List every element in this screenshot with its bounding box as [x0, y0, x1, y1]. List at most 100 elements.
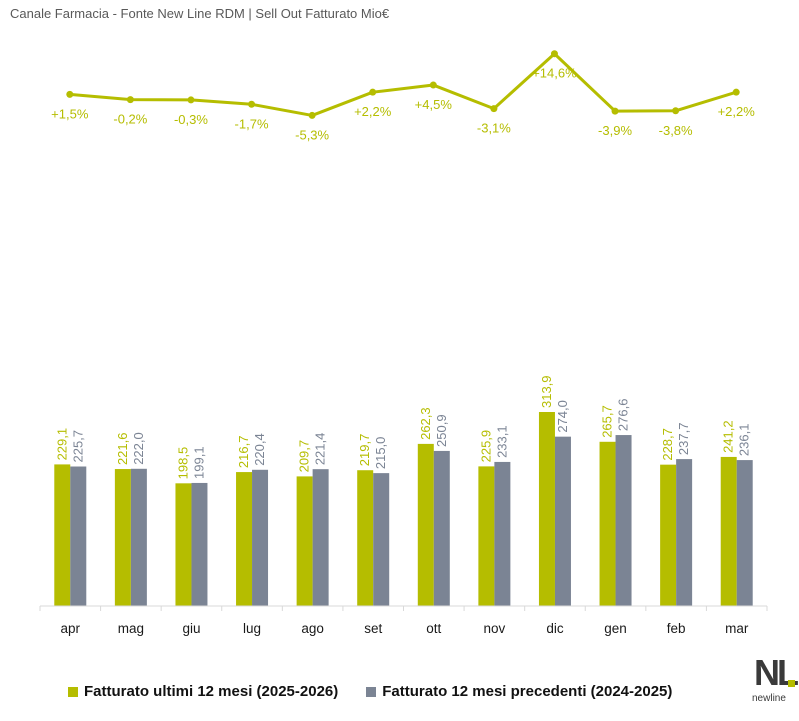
growth-point [248, 100, 256, 108]
bar-previous [554, 436, 571, 606]
growth-label: +1,5% [51, 106, 89, 121]
bar-current [478, 466, 495, 606]
bar-label-previous: 233,1 [494, 425, 509, 458]
bar-label-previous: 221,4 [313, 433, 328, 466]
growth-point [308, 111, 316, 119]
growth-label: -5,3% [295, 127, 329, 142]
bar-current [660, 464, 677, 606]
legend-swatch-current [68, 686, 78, 697]
bar-current [296, 476, 313, 606]
bar-previous [736, 460, 753, 606]
bar-group [54, 412, 753, 606]
bar-label-current: 228,7 [660, 428, 675, 461]
newline-logo: NL newline [752, 655, 799, 711]
growth-label: -3,8% [659, 123, 693, 138]
x-axis-ticks [39, 606, 768, 611]
category-label: mag [118, 621, 144, 636]
bar-label-current: 209,7 [297, 440, 312, 473]
category-label: mar [725, 621, 749, 636]
bar-label-previous: 225,7 [70, 430, 85, 463]
growth-point [126, 96, 134, 104]
growth-label: -0,2% [113, 112, 147, 127]
bar-label-current: 198,5 [175, 447, 190, 480]
bar-label-current: 221,6 [115, 432, 130, 465]
legend: Fatturato ultimi 12 mesi (2025-2026) Fat… [68, 683, 672, 700]
category-label: giu [182, 621, 200, 636]
growth-label-group: +1,5% -0,2% -0,3% -1,7% -5,3% +2,2% +4,5% -3,1%… [51, 66, 755, 143]
growth-label: +4,5% [415, 97, 453, 112]
bar-label-group: 229,1 225,7 221,6 222,0 198,5 199,1 216,7 220,4… [54, 375, 751, 479]
growth-line-group [66, 50, 740, 119]
legend-swatch-previous [366, 686, 377, 697]
category-label: ago [301, 621, 324, 636]
bar-current [54, 464, 71, 606]
bar-label-current: 262,3 [418, 407, 433, 440]
bar-previous [191, 482, 208, 606]
growth-point [490, 105, 498, 113]
bar-label-current: 265,7 [600, 405, 615, 438]
bar-previous [252, 469, 269, 606]
logo-dot [788, 680, 795, 687]
bar-previous [433, 450, 450, 606]
bar-label-previous: 222,0 [131, 432, 146, 465]
category-label: ott [426, 621, 441, 636]
growth-point [550, 50, 558, 58]
bar-label-previous: 220,4 [252, 433, 267, 466]
growth-point [187, 96, 195, 104]
bar-current [236, 472, 253, 606]
bar-current [417, 443, 434, 606]
bar-current [599, 441, 616, 606]
category-label: feb [667, 621, 686, 636]
bar-previous [70, 466, 87, 606]
bar-label-current: 313,9 [539, 375, 554, 408]
growth-label: +2,2% [354, 104, 392, 119]
category-label: nov [483, 621, 505, 636]
bar-previous [494, 461, 511, 606]
bar-label-previous: 250,9 [434, 414, 449, 447]
growth-label: -3,9% [598, 123, 632, 138]
growth-point [672, 107, 680, 115]
bar-label-previous: 274,0 [555, 400, 570, 433]
category-label: lug [243, 621, 261, 636]
bar-label-previous: 276,6 [616, 399, 631, 432]
bar-label-current: 225,9 [478, 430, 493, 463]
bar-current [175, 483, 192, 606]
category-label: set [364, 621, 382, 636]
growth-point [611, 107, 619, 115]
bar-label-current: 229,1 [54, 428, 69, 461]
category-labels: apr mag giu lug ago set ott nov dic gen feb mar [61, 621, 749, 636]
bar-current [357, 470, 374, 606]
logo-wordmark: newline [752, 693, 786, 704]
growth-label: -1,7% [235, 116, 269, 131]
bar-label-previous: 236,1 [737, 424, 752, 457]
legend-item-previous: Fatturato 12 mesi precedenti (2024-2025) [366, 683, 672, 700]
bar-previous [373, 473, 390, 606]
category-label: dic [546, 621, 564, 636]
bar-label-previous: 237,7 [676, 423, 691, 456]
chart-canvas: 229,1 225,7 221,6 222,0 198,5 199,1 216,7 220,4… [39, 50, 768, 636]
bar-label-previous: 199,1 [191, 446, 206, 479]
growth-point [66, 90, 74, 98]
growth-point [429, 81, 437, 89]
bar-previous [615, 435, 632, 606]
bar-current [538, 412, 555, 606]
category-label: apr [61, 621, 81, 636]
legend-item-current: Fatturato ultimi 12 mesi (2025-2026) [68, 683, 338, 700]
category-label: gen [604, 621, 627, 636]
bar-previous [312, 469, 329, 606]
growth-point [732, 88, 740, 96]
growth-label: +2,2% [718, 104, 756, 119]
bar-current [720, 456, 737, 606]
legend-label-current: Fatturato ultimi 12 mesi (2025-2026) [84, 683, 339, 700]
bar-label-current: 241,2 [721, 420, 736, 453]
growth-label: -3,1% [477, 121, 511, 136]
chart-title: Canale Farmacia - Fonte New Line RDM | S… [10, 6, 390, 21]
bar-label-current: 216,7 [236, 436, 251, 469]
growth-label: +14,6% [532, 66, 577, 81]
growth-label: -0,3% [174, 112, 208, 127]
bar-current [114, 469, 131, 606]
growth-line [69, 52, 737, 117]
bar-label-previous: 215,0 [373, 437, 388, 470]
bar-label-current: 219,7 [357, 434, 372, 467]
legend-label-previous: Fatturato 12 mesi precedenti (2024-2025) [382, 683, 673, 700]
